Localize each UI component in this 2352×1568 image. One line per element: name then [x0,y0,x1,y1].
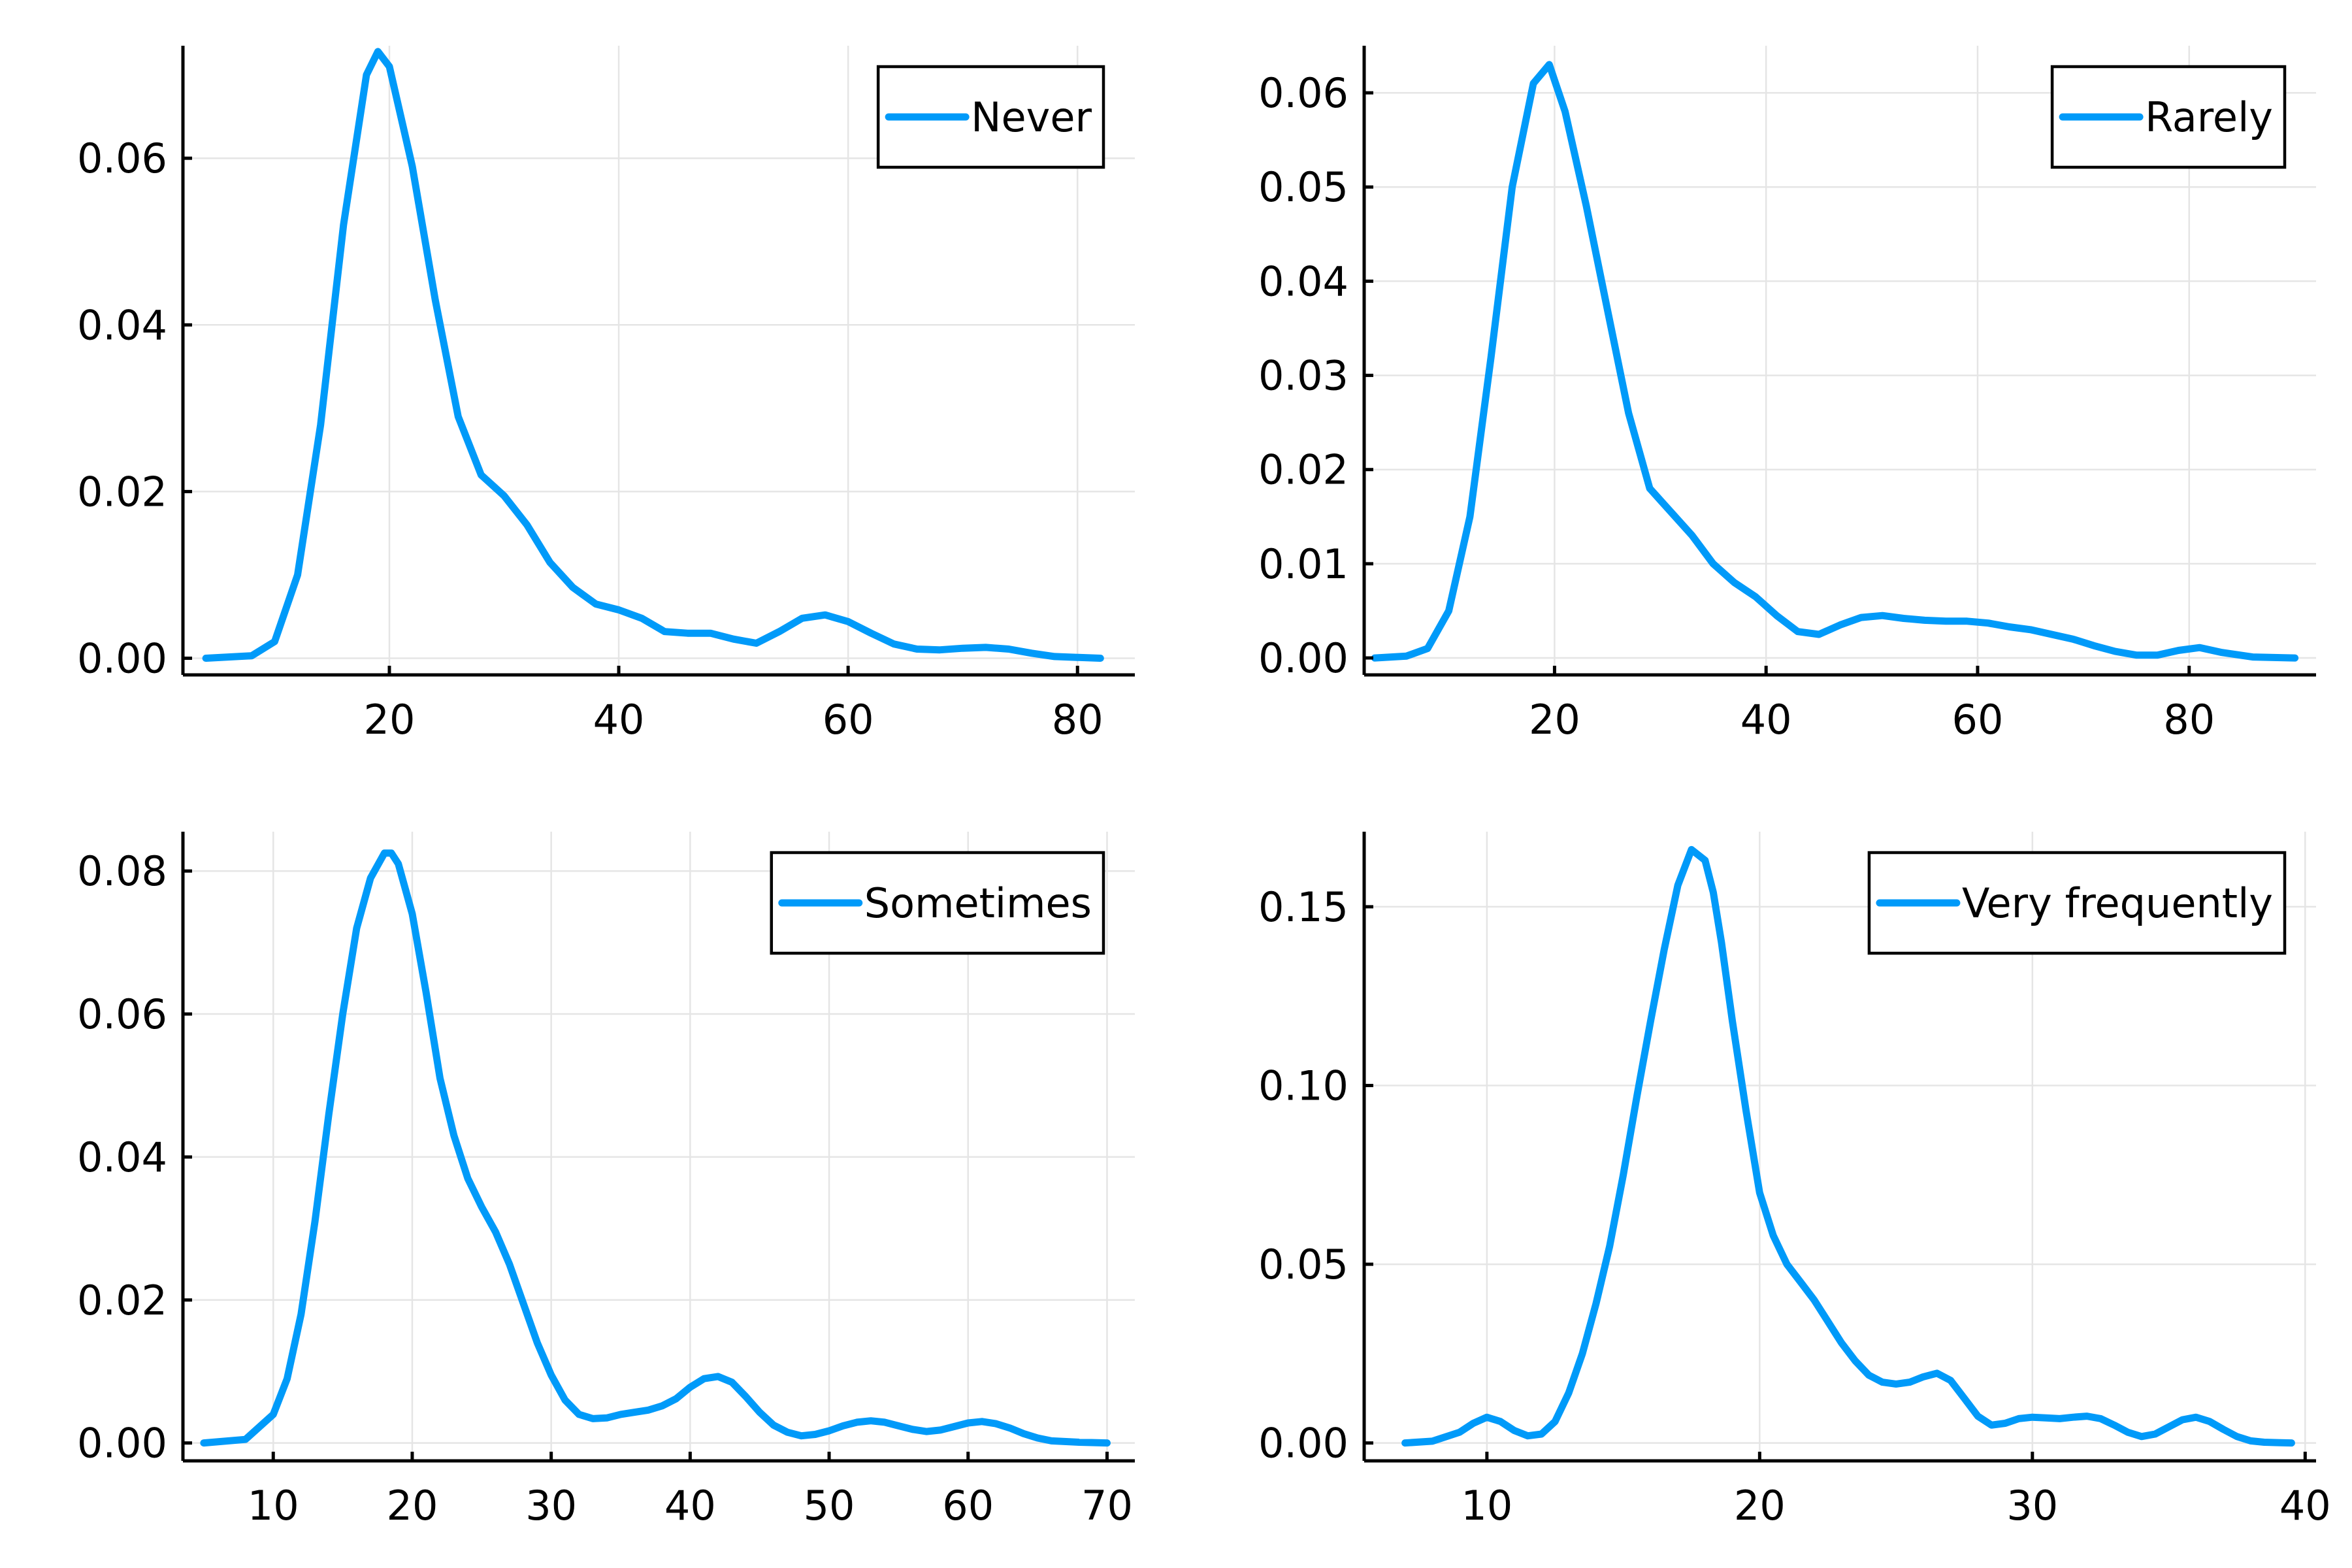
y-tick-label: 0.00 [1258,634,1348,682]
x-tick-label: 60 [823,696,874,743]
axes: 20 40 60 80 0.00 0.01 0.02 0.03 0.04 0.05 0.06 [1258,46,2316,743]
x-tick-label: 10 [248,1482,299,1529]
density-line [1401,845,2295,1447]
legend-label: Rarely [2145,93,2273,141]
legend-label: Very frequently [1962,879,2273,927]
density-line [202,48,1104,662]
x-tick-label: 80 [2163,696,2215,743]
legend: Never [876,65,1105,169]
axes: 10 20 30 40 50 60 70 0.00 0.02 0.04 0.06 0.08 [77,832,1135,1529]
legend-label: Never [971,93,1092,141]
x-tick-label: 20 [1734,1482,1786,1529]
y-tick-label: 0.15 [1258,883,1348,931]
y-tick-label: 0.05 [1258,163,1348,211]
x-tick-label: 20 [387,1482,438,1529]
y-tick-label: 0.10 [1258,1062,1348,1109]
x-tick-label: 40 [664,1482,716,1529]
subplot-never: 20 40 60 80 0.00 0.02 0.04 0.06 Never [77,46,1135,743]
x-tick-label: 20 [364,696,416,743]
x-tick-label: 30 [525,1482,577,1529]
axes: 20 40 60 80 0.00 0.02 0.04 0.06 [77,46,1135,743]
y-tick-label: 0.01 [1258,540,1348,588]
x-tick-label: 40 [2279,1482,2331,1529]
series-layer [1371,61,2299,662]
x-tick-label: 10 [1461,1482,1512,1529]
x-tick-label: 50 [804,1482,855,1529]
x-tick-label: 20 [1529,696,1580,743]
axes: 10 20 30 40 0.00 0.05 0.10 0.15 [1258,832,2331,1529]
legend: Rarely [2050,65,2287,169]
x-tick-label: 70 [1081,1482,1133,1529]
subplot-sometimes: 10 20 30 40 50 60 70 0.00 0.02 0.04 0.06 0.08 Somet… [77,832,1135,1529]
y-tick-label: 0.05 [1258,1241,1348,1288]
x-tick-label: 80 [1052,696,1103,743]
y-tick-label: 0.06 [77,135,167,182]
y-tick-label: 0.00 [77,634,167,682]
y-tick-label: 0.00 [1258,1420,1348,1467]
series-layer [1401,845,2295,1447]
y-tick-label: 0.06 [1258,69,1348,117]
legend: Very frequently [1867,851,2287,955]
series-layer [200,849,1111,1447]
y-tick-label: 0.02 [77,1277,167,1324]
y-tick-label: 0.00 [77,1420,167,1467]
density-line [1371,61,2299,662]
y-tick-label: 0.08 [77,847,167,895]
y-tick-label: 0.06 [77,990,167,1038]
x-tick-label: 60 [1952,696,2004,743]
x-tick-label: 40 [593,696,645,743]
y-tick-label: 0.04 [77,301,167,349]
subplot-rarely: 20 40 60 80 0.00 0.01 0.02 0.03 0.04 0.05 0.06 Rar… [1258,46,2316,743]
y-tick-label: 0.04 [1258,257,1348,305]
subplot-very-frequently: 10 20 30 40 0.00 0.05 0.10 0.15 Very frequently [1258,832,2331,1529]
y-tick-label: 0.02 [1258,446,1348,494]
legend: Sometimes [770,851,1105,955]
y-tick-label: 0.03 [1258,352,1348,400]
y-tick-label: 0.04 [77,1134,167,1181]
y-tick-label: 0.02 [77,468,167,515]
x-tick-label: 60 [942,1482,994,1529]
series-layer [202,48,1104,662]
density-line [200,849,1111,1447]
legend-label: Sometimes [864,879,1092,927]
x-tick-label: 30 [2006,1482,2058,1529]
x-tick-label: 40 [1740,696,1792,743]
